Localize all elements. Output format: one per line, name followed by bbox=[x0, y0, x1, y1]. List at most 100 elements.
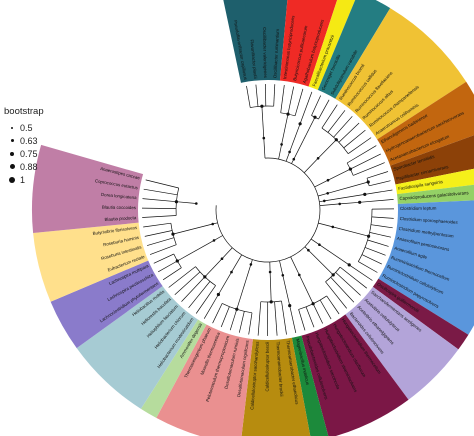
tip-branch bbox=[311, 95, 322, 116]
tip-branch bbox=[367, 239, 389, 247]
bootstrap-node bbox=[316, 157, 320, 160]
tip-branch bbox=[364, 247, 386, 256]
legend-dot-icon bbox=[10, 151, 14, 156]
tip-branch bbox=[143, 188, 178, 196]
tip-branch bbox=[162, 267, 182, 281]
tip-branch bbox=[369, 232, 392, 238]
backbone-stem bbox=[213, 235, 223, 241]
bootstrap-node bbox=[298, 273, 301, 277]
backbone-arc bbox=[314, 186, 319, 197]
bootstrap-node bbox=[307, 248, 310, 252]
tip-branch bbox=[142, 198, 177, 203]
backbone-branch bbox=[236, 264, 252, 310]
taxon-label: Clostridium leptum bbox=[400, 206, 437, 211]
legend-rows: 0.5 0.63 0.75 0.88 1 bbox=[4, 121, 64, 186]
bootstrap-node bbox=[318, 243, 321, 246]
legend-row: 0.75 bbox=[4, 147, 64, 160]
tip-branch bbox=[281, 300, 287, 335]
legend-title: bootstrap bbox=[4, 106, 44, 117]
taxon-label: Butyrivibrio fibrisolvens bbox=[92, 225, 138, 236]
tip-branch bbox=[174, 271, 201, 296]
backbone-stem bbox=[318, 222, 333, 228]
tip-branch bbox=[273, 84, 276, 107]
tip-branch bbox=[339, 266, 368, 289]
tip-branch bbox=[359, 199, 394, 203]
backbone-branch bbox=[298, 274, 314, 304]
tip-branch bbox=[141, 207, 177, 209]
bootstrap-node bbox=[331, 273, 335, 277]
tip-branch bbox=[369, 180, 391, 187]
tip-branch bbox=[238, 311, 245, 333]
legend-dot-cell bbox=[4, 176, 20, 183]
backbone-branch bbox=[172, 223, 213, 235]
backbone-branch bbox=[261, 106, 265, 139]
tip-branch bbox=[327, 110, 346, 133]
backbone-stem bbox=[231, 254, 243, 273]
tip-branch bbox=[361, 254, 382, 265]
legend-label: 1 bbox=[20, 174, 26, 185]
tip-branch bbox=[347, 137, 372, 154]
bootstrap-node bbox=[281, 274, 285, 277]
bootstrap-node bbox=[358, 200, 362, 204]
backbone-stem bbox=[319, 203, 340, 206]
tip-branch bbox=[325, 281, 347, 309]
backbone-branch bbox=[177, 240, 215, 262]
taxon-label: Blautia producta bbox=[104, 215, 137, 222]
tip-branch bbox=[147, 237, 175, 246]
tip-branch bbox=[168, 266, 196, 288]
tip-branch bbox=[371, 216, 394, 219]
tip-branch bbox=[294, 88, 304, 116]
tip-branch bbox=[153, 253, 174, 264]
legend-dot-icon bbox=[9, 176, 15, 183]
backbone-stem bbox=[285, 151, 290, 162]
tip-branch bbox=[289, 305, 297, 333]
bootstrap-node bbox=[367, 234, 371, 238]
bootstrap-node bbox=[260, 104, 264, 108]
bootstrap-node bbox=[331, 225, 335, 229]
tip-branch bbox=[158, 260, 178, 273]
tip-branch bbox=[145, 179, 179, 189]
backbone-branch bbox=[339, 201, 360, 205]
clade-sector-7 bbox=[268, 135, 474, 210]
bootstrap-node bbox=[326, 192, 330, 195]
tip-branch bbox=[343, 129, 366, 149]
tip-branch bbox=[149, 244, 177, 255]
legend-row: 0.88 bbox=[4, 160, 64, 173]
backbone-branch bbox=[327, 168, 351, 181]
tip-branch bbox=[366, 171, 389, 179]
tip-branch bbox=[312, 303, 324, 324]
tip-branch bbox=[298, 309, 306, 331]
bootstrap-node bbox=[286, 112, 290, 116]
bootstrap-node bbox=[212, 239, 216, 242]
tip-branch bbox=[330, 277, 355, 303]
tip-branch bbox=[257, 301, 262, 336]
tip-branch bbox=[246, 85, 251, 108]
bootstrap-node bbox=[171, 232, 175, 236]
tip-branch bbox=[248, 312, 253, 335]
backbone-branch bbox=[324, 194, 365, 202]
bootstrap-node bbox=[298, 122, 302, 126]
tip-branch bbox=[338, 122, 360, 143]
tip-branch bbox=[370, 224, 393, 229]
legend-row: 1 bbox=[4, 173, 64, 186]
legend-dot-cell bbox=[4, 139, 20, 142]
taxon-label: Dorea longicatena bbox=[101, 192, 137, 200]
taxon-label: Blautia coccoides bbox=[102, 205, 137, 211]
tip-branch bbox=[188, 281, 211, 309]
tip-branch bbox=[280, 85, 285, 113]
bootstrap-node bbox=[280, 143, 283, 146]
tip-branch bbox=[335, 272, 361, 296]
backbone-branch bbox=[293, 117, 316, 160]
backbone-stem bbox=[310, 238, 320, 245]
backbone-branch bbox=[327, 181, 369, 194]
bootstrap-node bbox=[292, 157, 296, 161]
taxon-label: Caproiciproducens galactitolivorans bbox=[399, 190, 469, 201]
backbone-arc bbox=[317, 205, 321, 224]
bootstrap-node bbox=[313, 115, 317, 119]
bootstrap-node bbox=[230, 270, 233, 274]
backbone-branch bbox=[282, 275, 291, 306]
tip-branch bbox=[350, 153, 381, 170]
tip-branch bbox=[326, 295, 340, 315]
tip-branch bbox=[181, 276, 206, 302]
tip-branch bbox=[212, 303, 223, 324]
